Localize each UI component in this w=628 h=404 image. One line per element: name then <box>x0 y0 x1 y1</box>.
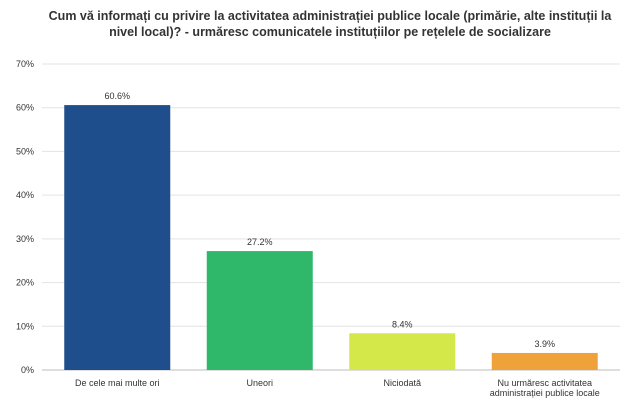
chart-title-line-1: Cum vă informați cu privire la activitat… <box>48 9 612 23</box>
y-tick-label: 10% <box>16 321 34 331</box>
x-tick-label: Nu urmăresc activitatea <box>497 378 592 388</box>
y-tick-label: 0% <box>21 365 34 375</box>
bar <box>491 352 598 370</box>
x-tick-label: administrației publice locale <box>490 388 600 398</box>
bar <box>349 333 456 370</box>
data-label: 27.2% <box>247 237 273 247</box>
x-tick-label: De cele mai multe ori <box>75 378 160 388</box>
y-tick-label: 50% <box>16 146 34 156</box>
x-tick-label: Uneori <box>246 378 273 388</box>
bar <box>206 251 313 370</box>
bar <box>64 105 171 370</box>
data-label: 3.9% <box>534 339 555 349</box>
y-tick-label: 70% <box>16 59 34 69</box>
x-tick-label: Niciodată <box>383 378 421 388</box>
y-tick-label: 40% <box>16 190 34 200</box>
chart-title-line-2: nivel local)? - urmăresc comunicatele in… <box>109 25 551 39</box>
y-tick-label: 60% <box>16 103 34 113</box>
y-tick-label: 20% <box>16 278 34 288</box>
data-label: 60.6% <box>104 91 130 101</box>
chart-title: Cum vă informați cu privire la activitat… <box>40 8 620 40</box>
y-tick-label: 30% <box>16 234 34 244</box>
data-label: 8.4% <box>392 319 413 329</box>
